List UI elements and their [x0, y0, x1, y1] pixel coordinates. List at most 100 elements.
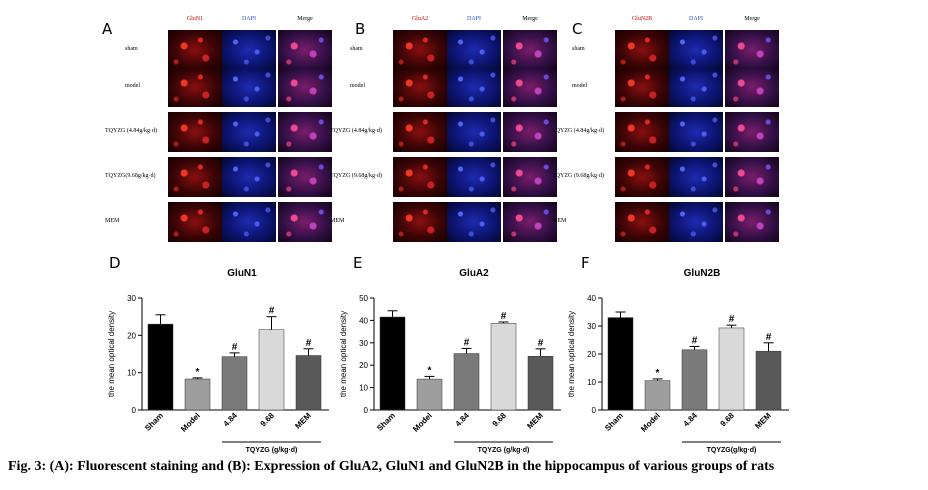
micrograph-image	[725, 67, 779, 107]
chart-title: GluN1	[227, 268, 257, 279]
bar-chart-glua2: GluA2 0 10 20 30 40 50 the mean optical density…	[339, 268, 561, 454]
x-tick-label: 9.68	[491, 411, 509, 429]
micrograph-image	[503, 202, 557, 242]
panel-letter-d: D	[109, 254, 121, 272]
bar	[258, 329, 285, 411]
micrograph-image	[168, 67, 222, 107]
y-tick-label: 20	[359, 361, 368, 370]
y-tick-label: 0	[364, 406, 369, 415]
micrograph-image	[278, 112, 332, 152]
column-header: DAPI	[688, 16, 703, 22]
x-tick-label: Model	[411, 411, 434, 434]
y-tick-label: 10	[127, 369, 136, 378]
micrograph-image	[669, 157, 723, 197]
micrograph-image	[615, 67, 669, 107]
micrograph-image	[278, 67, 332, 107]
significance-marker: #	[306, 338, 312, 349]
column-header: GluN2B	[631, 16, 653, 22]
micrograph-image	[222, 202, 276, 242]
y-tick-label: 10	[587, 378, 596, 387]
micrograph-image	[278, 30, 332, 70]
micrograph-image	[669, 112, 723, 152]
bar	[416, 378, 443, 411]
row-label: TQYZG (9.68g/kg·d)	[552, 173, 604, 179]
y-axis-label: the mean optical density	[107, 311, 116, 397]
column-header: DAPI	[466, 16, 481, 22]
micrograph-grid-b: GluA2 DAPI Merge sham model TQYZG (4.84g/kg·d…	[330, 12, 560, 244]
x-tick-label: 4.84	[682, 411, 700, 429]
y-tick-label: 20	[587, 350, 596, 359]
significance-marker: #	[232, 342, 238, 353]
micrograph-image	[447, 112, 501, 152]
micrograph-image	[393, 67, 447, 107]
column-header: Merge	[297, 16, 313, 22]
bar	[755, 350, 782, 411]
significance-marker: #	[538, 338, 544, 349]
y-tick-label: 30	[359, 339, 368, 348]
micrograph-image	[615, 202, 669, 242]
row-label: sham	[125, 46, 138, 52]
x-tick-label: Model	[179, 411, 202, 434]
bar	[644, 380, 671, 411]
x-tick-label: Sham	[375, 411, 397, 433]
micrograph-image	[447, 202, 501, 242]
group-label: TQYZG(g/kg·d)	[707, 447, 757, 454]
chart-title: GluN2B	[684, 268, 721, 279]
chart-title: GluA2	[459, 268, 489, 279]
micrograph-image	[725, 157, 779, 197]
micrograph-image	[393, 157, 447, 197]
micrograph-image	[447, 30, 501, 70]
y-tick-label: 0	[592, 406, 597, 415]
column-header: GluA2	[411, 16, 429, 22]
panel-letter-e: E	[353, 254, 363, 272]
micrograph-grid-a: GluN1 DAPI Merge sham model TQYZG (4.84g/kg·d…	[105, 12, 335, 244]
row-label: sham	[350, 46, 363, 52]
x-tick-label: 9.68	[259, 411, 277, 429]
row-label: MEM	[552, 218, 567, 224]
micrograph-image	[615, 30, 669, 70]
significance-marker: #	[729, 314, 735, 325]
row-label: TQYZG (4.84g/kg·d)	[552, 128, 604, 134]
significance-marker: *	[428, 365, 432, 376]
micrograph-image	[503, 112, 557, 152]
row-label: model	[125, 83, 140, 89]
micrograph-image	[222, 67, 276, 107]
micrograph-image	[725, 202, 779, 242]
y-axis-label: the mean optical density	[567, 311, 576, 397]
significance-marker: #	[692, 335, 698, 346]
micrograph-image	[278, 157, 332, 197]
y-tick-label: 30	[587, 322, 596, 331]
column-header: Merge	[744, 16, 760, 22]
row-label: MEM	[105, 218, 120, 224]
row-label: model	[350, 83, 365, 89]
bar	[184, 378, 211, 411]
y-tick-label: 40	[359, 316, 368, 325]
row-label: TQYZG (4.84g/kg·d)	[330, 128, 382, 134]
column-header: DAPI	[241, 16, 256, 22]
panel-letter-f: F	[581, 254, 590, 272]
micrograph-image	[168, 157, 222, 197]
bar	[527, 355, 554, 411]
micrograph-image	[503, 157, 557, 197]
y-tick-label: 0	[132, 406, 137, 415]
micrograph-image	[669, 30, 723, 70]
bar	[379, 316, 406, 411]
micrograph-image	[278, 202, 332, 242]
row-label: model	[572, 83, 587, 89]
y-tick-label: 20	[127, 331, 136, 340]
micrograph-image	[222, 157, 276, 197]
x-tick-label: 9.68	[719, 411, 737, 429]
x-tick-label: Sham	[143, 411, 165, 433]
micrograph-image	[447, 67, 501, 107]
micrograph-image	[615, 112, 669, 152]
micrograph-image	[393, 202, 447, 242]
bar	[147, 323, 174, 411]
micrograph-image	[168, 202, 222, 242]
micrograph-image	[725, 112, 779, 152]
x-tick-label: Sham	[603, 411, 625, 433]
bar	[718, 327, 745, 411]
significance-marker: *	[196, 367, 200, 378]
micrograph-image	[669, 202, 723, 242]
micrograph-image	[615, 157, 669, 197]
row-label: TQYZG (4.84g/kg·d)	[105, 128, 157, 134]
